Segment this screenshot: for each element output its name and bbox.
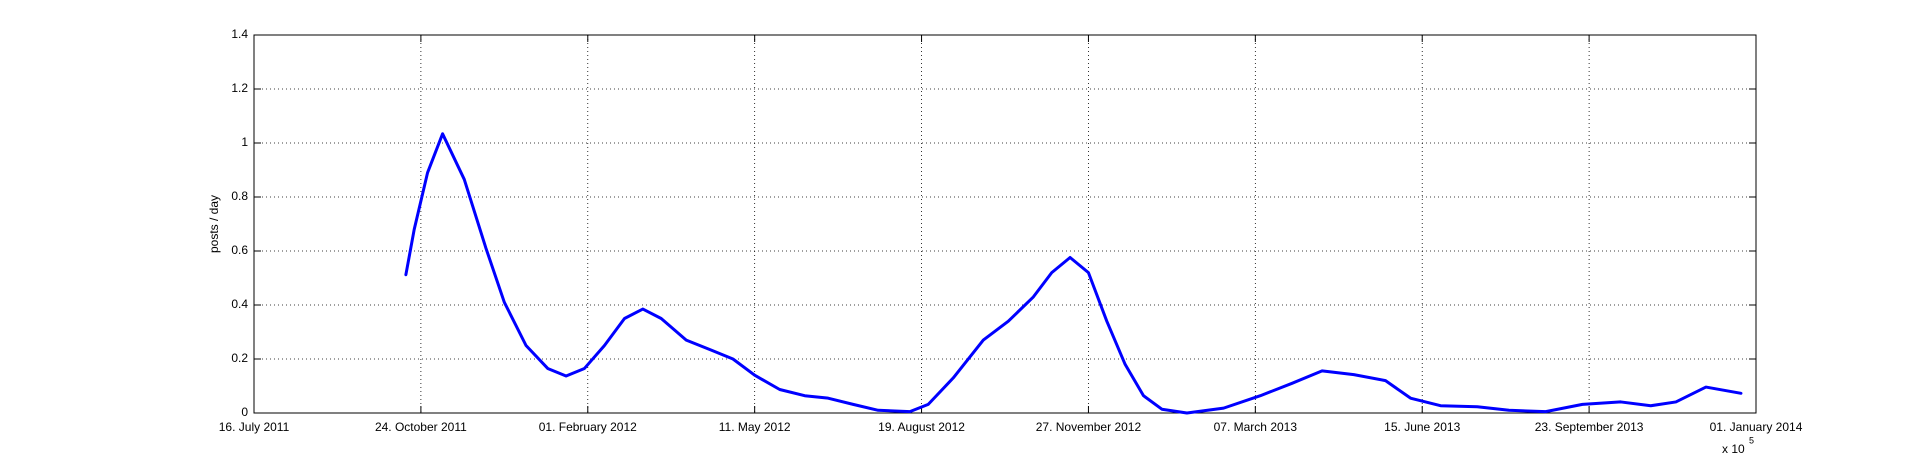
- y-tick-label: 0.2: [231, 351, 248, 365]
- x-tick-label: 15. June 2013: [1384, 420, 1460, 434]
- x-tick-label: 07. March 2013: [1214, 420, 1298, 434]
- x-tick-label: 23. September 2013: [1535, 420, 1644, 434]
- y-tick-label: 0.4: [231, 297, 248, 311]
- x-tick-label: 19. August 2012: [878, 420, 965, 434]
- y-tick-label: 0: [241, 405, 248, 419]
- y-tick-label: 1.2: [231, 81, 248, 95]
- y-tick-label: 1: [241, 135, 248, 149]
- x-tick-label: 27. November 2012: [1036, 420, 1142, 434]
- x-tick-label: 01. February 2012: [539, 420, 637, 434]
- x-exponent: 5: [1749, 435, 1754, 445]
- axes-box: [253, 34, 1757, 414]
- x-exponent-base: x 10: [1722, 442, 1745, 456]
- y-tick-label: 1.4: [231, 27, 248, 41]
- data-line: [404, 132, 1743, 415]
- y-tick-label: 0.8: [231, 189, 248, 203]
- x-tick-label: 11. May 2012: [719, 420, 791, 434]
- x-tick-label: 16. July 2011: [219, 420, 290, 434]
- x-tick-label: 01. January 2014: [1710, 420, 1803, 434]
- x-tick-label: 24. October 2011: [375, 420, 467, 434]
- y-tick-label: 0.6: [231, 243, 248, 257]
- y-axis-label: posts / day: [207, 195, 221, 253]
